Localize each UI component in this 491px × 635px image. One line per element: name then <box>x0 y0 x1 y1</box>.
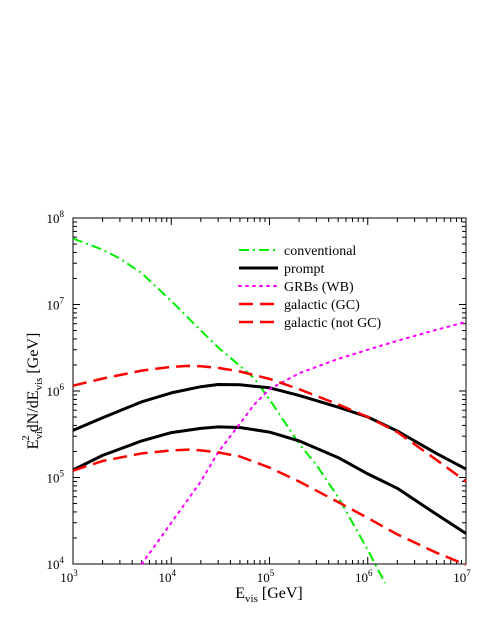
plot-frame <box>72 217 467 565</box>
series-line <box>72 364 467 483</box>
x-tick-label: 106 <box>355 568 373 585</box>
legend-label: galactic (not GC) <box>284 316 382 331</box>
legend-label: prompt <box>284 262 325 277</box>
x-tick-label: 103 <box>60 568 78 585</box>
y-tick-label: 104 <box>47 555 65 572</box>
series-layer <box>72 237 467 584</box>
y-tick-label: 106 <box>47 382 65 399</box>
legend: conventional prompt GRBs (WB) galactic (GC)… <box>238 244 382 331</box>
x-tick-label: 107 <box>453 568 471 585</box>
x-axis-label: Evis [GeV] <box>235 585 303 605</box>
y-tick-label: 107 <box>47 296 65 313</box>
legend-label: GRBs (WB) <box>284 280 354 295</box>
x-tick-label: 104 <box>159 568 177 585</box>
y-tick-label: 108 <box>47 209 65 226</box>
series-line <box>72 448 467 566</box>
x-tick-label: 105 <box>257 568 275 585</box>
y-tick-label: 105 <box>47 469 65 486</box>
series-line <box>72 383 467 471</box>
legend-label: conventional <box>284 244 356 259</box>
series-line <box>72 425 467 535</box>
y-axis-label: Evis2dN/dEvis [GeV] <box>20 333 45 450</box>
legend-label: galactic (GC) <box>284 298 360 313</box>
